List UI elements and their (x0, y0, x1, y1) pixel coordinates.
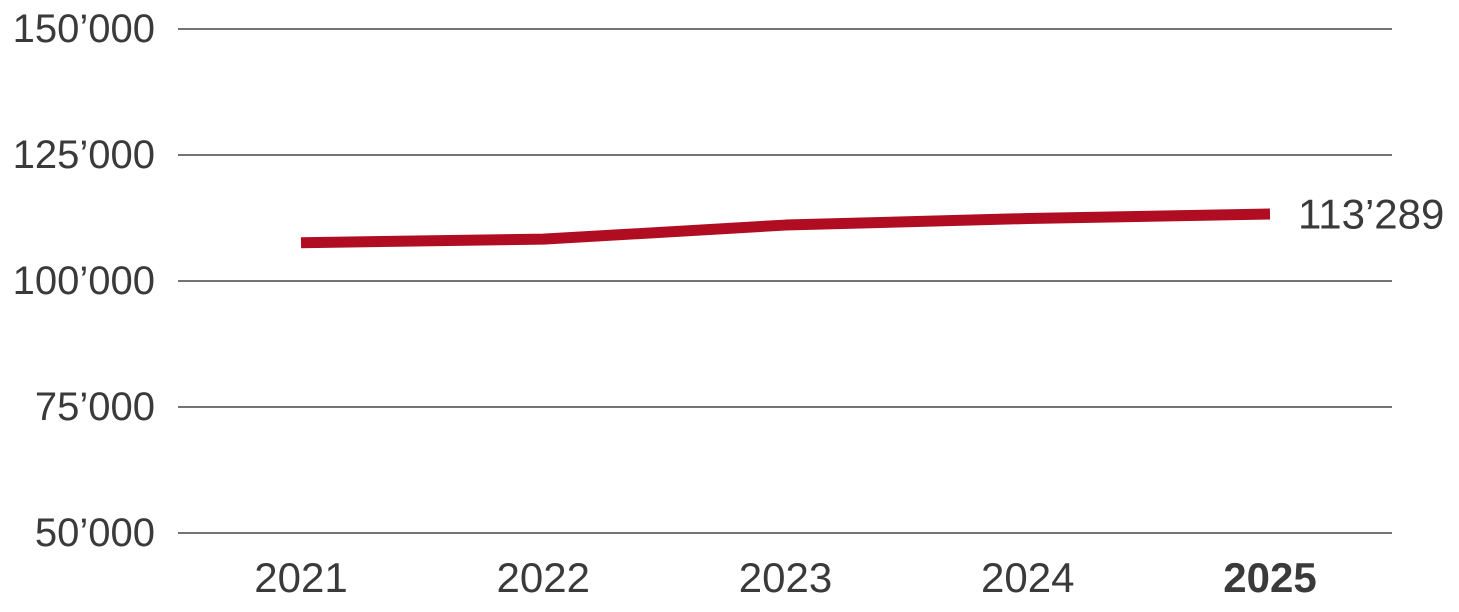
x-tick-label: 2021 (254, 554, 347, 601)
y-tick-label: 150’000 (13, 7, 155, 51)
x-tick-label: 2024 (981, 554, 1074, 601)
x-tick-label: 2023 (739, 554, 832, 601)
value-annotation: 113’289 (1298, 191, 1444, 238)
y-tick-label: 75’000 (35, 385, 155, 429)
y-tick-label: 50’000 (35, 511, 155, 555)
x-tick-label: 2025 (1223, 554, 1316, 601)
y-tick-label: 100’000 (13, 259, 155, 303)
x-tick-label: 2022 (497, 554, 590, 601)
y-tick-label: 125’000 (13, 133, 155, 177)
series-line (300, 208, 1271, 249)
